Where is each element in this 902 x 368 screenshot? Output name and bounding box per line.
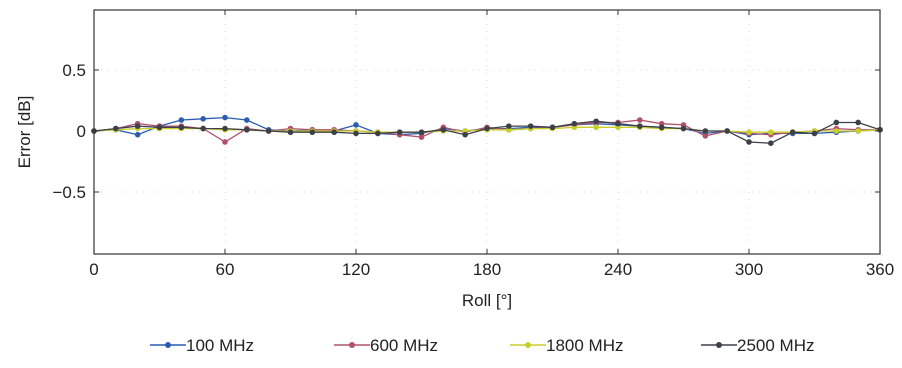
legend-swatch-marker	[165, 342, 171, 348]
series-2500-mhz	[91, 118, 883, 146]
y-axis-label: Error [dB]	[15, 96, 34, 169]
x-tick-label: 180	[473, 260, 501, 279]
data-point	[833, 119, 840, 126]
x-tick-label: 360	[866, 260, 894, 279]
data-point	[287, 129, 294, 136]
data-point	[134, 123, 141, 129]
data-point	[571, 120, 578, 127]
data-point	[418, 134, 425, 140]
data-point	[353, 122, 359, 128]
data-point	[309, 129, 316, 136]
data-point	[746, 129, 752, 136]
data-point	[855, 128, 861, 134]
data-point	[440, 126, 447, 133]
data-point	[178, 117, 185, 123]
legend-swatch-marker	[525, 342, 531, 348]
data-point	[484, 125, 490, 132]
legend-swatch-marker	[349, 342, 355, 348]
data-point	[113, 125, 119, 132]
data-point	[702, 128, 709, 134]
legend-label: 100 MHz	[186, 336, 254, 355]
data-point	[222, 114, 228, 121]
data-point	[178, 124, 185, 131]
data-point	[418, 129, 425, 136]
y-tick-label: 0	[77, 122, 86, 141]
data-point	[375, 130, 381, 137]
ticks: 0 60 120 180 240 300 360 0.5 0 −0.5	[52, 10, 894, 279]
data-point	[702, 133, 709, 139]
data-point	[506, 123, 512, 129]
y-tick-label: −0.5	[52, 183, 86, 202]
data-point	[222, 139, 228, 145]
legend-label: 600 MHz	[370, 336, 438, 355]
x-axis-label: Roll [°]	[462, 291, 512, 310]
data-point	[396, 129, 403, 136]
data-point	[855, 119, 861, 126]
legend-item: 100 MHz	[150, 336, 254, 355]
data-point	[680, 125, 687, 132]
data-point	[265, 128, 272, 134]
data-point	[244, 126, 250, 133]
legend-label: 2500 MHz	[737, 336, 814, 355]
data-point	[593, 124, 599, 131]
data-point	[549, 124, 556, 131]
y-tick-label: 0.5	[62, 61, 86, 80]
data-point	[462, 131, 468, 138]
data-point	[768, 140, 774, 146]
data-point	[156, 124, 163, 131]
data-point	[134, 131, 141, 138]
data-point	[637, 117, 643, 123]
data-point	[811, 130, 818, 137]
data-point	[724, 128, 730, 134]
legend-label: 1800 MHz	[546, 336, 623, 355]
series-layer	[91, 114, 883, 146]
data-point	[833, 128, 840, 134]
x-tick-label: 120	[342, 260, 370, 279]
x-tick-label: 240	[604, 260, 632, 279]
legend-item: 1800 MHz	[510, 336, 623, 355]
data-point	[200, 125, 206, 132]
data-point	[593, 118, 599, 125]
data-point	[615, 120, 621, 127]
x-tick-label: 0	[89, 260, 98, 279]
data-point	[353, 130, 359, 137]
data-point	[200, 116, 206, 122]
legend-item: 2500 MHz	[701, 336, 814, 355]
data-point	[222, 125, 228, 132]
data-point	[331, 129, 337, 136]
data-point	[244, 117, 250, 123]
data-point	[789, 129, 796, 136]
x-tick-label: 60	[216, 260, 235, 279]
data-point	[637, 123, 643, 129]
data-point	[527, 123, 534, 129]
data-point	[658, 124, 665, 131]
data-point	[768, 129, 774, 136]
legend-item: 600 MHz	[334, 336, 438, 355]
legend-swatch-marker	[716, 342, 722, 348]
legend: 100 MHz 600 MHz 1800 MHz 2500 MHz	[150, 336, 814, 355]
data-point	[746, 139, 752, 145]
x-tick-label: 300	[735, 260, 763, 279]
